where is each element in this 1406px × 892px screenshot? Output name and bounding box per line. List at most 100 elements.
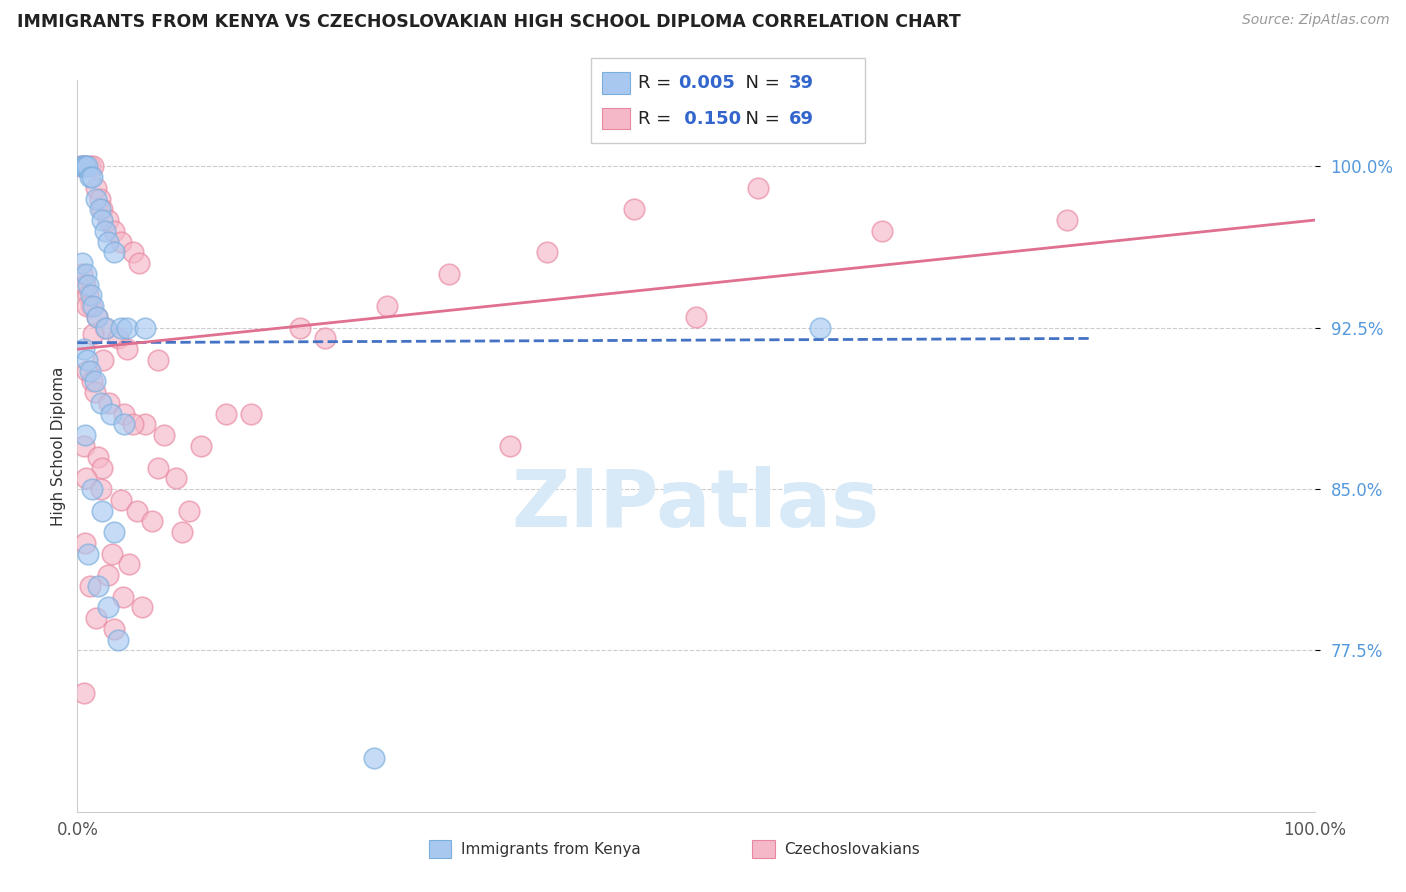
Point bbox=[141, 514, 163, 528]
Point bbox=[83, 375, 105, 389]
Point bbox=[101, 547, 124, 561]
Point bbox=[122, 245, 145, 260]
Point bbox=[103, 224, 125, 238]
Point bbox=[72, 159, 94, 173]
Point bbox=[80, 288, 103, 302]
Point bbox=[499, 439, 522, 453]
Point bbox=[91, 353, 114, 368]
Point bbox=[73, 277, 96, 292]
Text: R =: R = bbox=[638, 110, 678, 128]
Point bbox=[79, 364, 101, 378]
Point bbox=[146, 353, 169, 368]
Point bbox=[72, 342, 94, 356]
Point bbox=[86, 310, 108, 324]
Point bbox=[110, 320, 132, 334]
Point bbox=[93, 320, 115, 334]
Point bbox=[128, 256, 150, 270]
Point bbox=[72, 159, 94, 173]
Point bbox=[110, 492, 132, 507]
Point bbox=[112, 590, 135, 604]
Text: 69: 69 bbox=[789, 110, 814, 128]
Point bbox=[77, 288, 100, 302]
Point bbox=[153, 428, 176, 442]
Point bbox=[89, 202, 111, 217]
Point bbox=[79, 579, 101, 593]
Point bbox=[97, 235, 120, 249]
Text: IMMIGRANTS FROM KENYA VS CZECHOSLOVAKIAN HIGH SCHOOL DIPLOMA CORRELATION CHART: IMMIGRANTS FROM KENYA VS CZECHOSLOVAKIAN… bbox=[17, 13, 960, 31]
Text: Immigrants from Kenya: Immigrants from Kenya bbox=[461, 842, 641, 856]
Text: Source: ZipAtlas.com: Source: ZipAtlas.com bbox=[1241, 13, 1389, 28]
Point bbox=[86, 310, 108, 324]
Point bbox=[103, 622, 125, 636]
Point bbox=[685, 310, 707, 324]
Point bbox=[94, 320, 117, 334]
Point bbox=[437, 267, 460, 281]
Point bbox=[73, 536, 96, 550]
Point bbox=[73, 428, 96, 442]
Point bbox=[76, 299, 98, 313]
Point bbox=[115, 320, 138, 334]
Point bbox=[77, 277, 100, 292]
Point bbox=[1056, 213, 1078, 227]
Point bbox=[72, 686, 94, 700]
Point bbox=[134, 417, 156, 432]
Point bbox=[72, 439, 94, 453]
Point bbox=[314, 331, 336, 345]
Point bbox=[70, 159, 93, 173]
Point bbox=[73, 159, 96, 173]
Point bbox=[91, 213, 114, 227]
Point bbox=[91, 460, 114, 475]
Point bbox=[110, 235, 132, 249]
Point bbox=[165, 471, 187, 485]
Point bbox=[82, 299, 104, 313]
Point bbox=[870, 224, 893, 238]
Point bbox=[97, 568, 120, 582]
Point bbox=[82, 170, 104, 185]
Point bbox=[93, 224, 115, 238]
Point bbox=[288, 320, 311, 334]
Point bbox=[97, 600, 120, 615]
Point bbox=[118, 558, 141, 572]
Point bbox=[112, 407, 135, 421]
Point bbox=[79, 170, 101, 185]
Point bbox=[91, 503, 114, 517]
Text: 0.005: 0.005 bbox=[678, 74, 734, 92]
Point bbox=[90, 482, 112, 496]
Point bbox=[72, 256, 94, 270]
Point bbox=[82, 159, 104, 173]
Point bbox=[87, 579, 110, 593]
Point bbox=[146, 460, 169, 475]
Point bbox=[375, 299, 398, 313]
Point bbox=[239, 407, 262, 421]
Point bbox=[115, 342, 138, 356]
Point bbox=[82, 482, 104, 496]
Point bbox=[79, 159, 101, 173]
Point bbox=[103, 245, 125, 260]
Point bbox=[107, 632, 129, 647]
Point bbox=[177, 503, 200, 517]
Point bbox=[808, 320, 831, 334]
Point bbox=[131, 600, 153, 615]
Point bbox=[747, 181, 769, 195]
Point bbox=[623, 202, 645, 217]
Text: N =: N = bbox=[734, 74, 786, 92]
Point bbox=[87, 450, 110, 464]
Point bbox=[76, 353, 98, 368]
Point bbox=[98, 396, 121, 410]
Point bbox=[112, 417, 135, 432]
Point bbox=[90, 396, 112, 410]
Point bbox=[75, 267, 97, 281]
Point bbox=[84, 611, 107, 625]
Y-axis label: High School Diploma: High School Diploma bbox=[51, 367, 66, 525]
Point bbox=[107, 331, 129, 345]
Point bbox=[536, 245, 558, 260]
Text: Czechoslovakians: Czechoslovakians bbox=[785, 842, 921, 856]
Point bbox=[76, 159, 98, 173]
Point bbox=[75, 471, 97, 485]
Point bbox=[77, 547, 100, 561]
Point bbox=[363, 751, 385, 765]
Point bbox=[84, 192, 107, 206]
Text: 39: 39 bbox=[789, 74, 814, 92]
Point bbox=[84, 181, 107, 195]
Point bbox=[125, 503, 148, 517]
